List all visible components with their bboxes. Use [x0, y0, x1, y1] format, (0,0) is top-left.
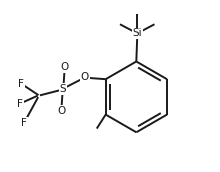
Text: O: O: [81, 72, 89, 82]
Text: F: F: [21, 118, 27, 128]
Text: S: S: [60, 84, 66, 94]
Text: F: F: [17, 99, 23, 109]
Text: O: O: [60, 62, 69, 72]
Text: F: F: [18, 79, 24, 89]
Text: O: O: [57, 106, 66, 116]
Text: Si: Si: [132, 28, 142, 38]
